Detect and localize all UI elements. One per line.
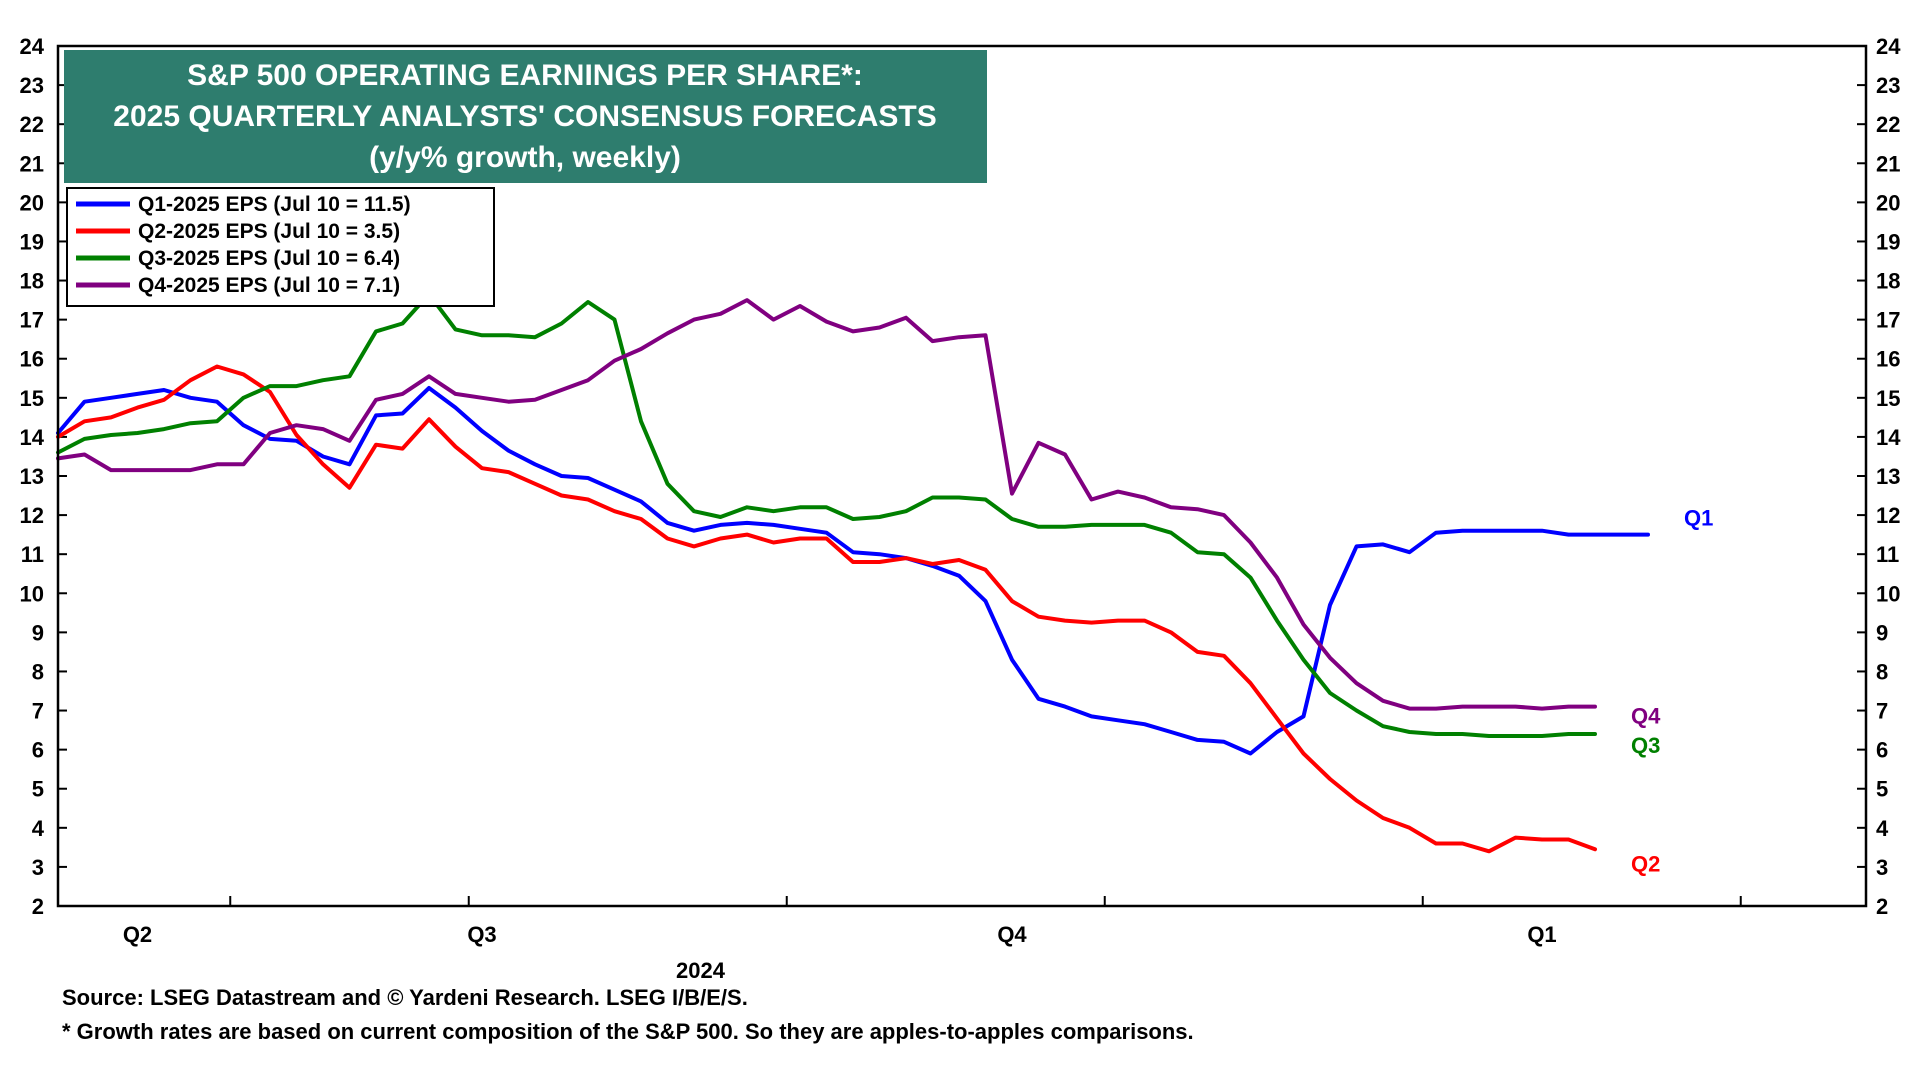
series-layer: [56, 292, 1650, 854]
y-tick-label-left: 4: [32, 816, 45, 841]
title-background: [64, 50, 987, 183]
source-note: Source: LSEG Datastream and © Yardeni Re…: [62, 985, 748, 1010]
end-label-q4: Q4: [1631, 704, 1661, 729]
y-tick-label-left: 17: [20, 308, 44, 333]
y-tick-label-left: 13: [20, 464, 44, 489]
y-tick-label-left: 11: [21, 542, 44, 567]
title-box: S&P 500 OPERATING EARNINGS PER SHARE*: 2…: [64, 50, 987, 183]
y-tick-label-right: 19: [1876, 229, 1900, 254]
x-axis: Q2Q3Q4Q1Q2Q320242025: [57, 896, 1742, 983]
series-line-q4: [56, 298, 1597, 711]
y-tick-label-left: 20: [20, 190, 44, 215]
plot-area-frame: [56, 44, 1868, 908]
y-tick-label-left: 18: [20, 269, 44, 294]
y-tick-label-right: 16: [1876, 347, 1900, 372]
title-line-1: S&P 500 OPERATING EARNINGS PER SHARE*:: [187, 59, 863, 92]
y-tick-label-right: 17: [1876, 308, 1900, 333]
title-line-3: (y/y% growth, weekly): [369, 141, 681, 174]
end-label-q3: Q3: [1631, 733, 1660, 758]
x-quarter-label: Q2: [123, 922, 152, 947]
y-tick-label-left: 24: [20, 34, 45, 59]
y-tick-label-right: 9: [1876, 620, 1888, 645]
y-tick-label-right: 22: [1876, 112, 1900, 137]
y-tick-label-right: 4: [1876, 816, 1889, 841]
y-tick-label-right: 14: [1876, 425, 1901, 450]
y-tick-label-right: 15: [1876, 386, 1900, 411]
series-line-q1: [56, 386, 1650, 756]
y-tick-label-right: 12: [1876, 503, 1900, 528]
y-tick-label-right: 7: [1876, 699, 1888, 724]
legend-label-q4: Q4-2025 EPS (Jul 10 = 7.1): [138, 274, 400, 297]
y-tick-label-left: 15: [20, 386, 44, 411]
y-tick-label-left: 3: [32, 855, 44, 880]
x-quarter-label: Q4: [997, 922, 1027, 947]
series-line-q3: [56, 292, 1597, 738]
legend: Q1-2025 EPS (Jul 10 = 11.5) Q2-2025 EPS …: [66, 187, 495, 307]
y-tick-label-right: 20: [1876, 190, 1900, 215]
y-tick-label-right: 2: [1876, 894, 1888, 919]
y-tick-label-left: 5: [32, 777, 44, 802]
series-line-q2: [56, 364, 1597, 854]
title-line-2: 2025 QUARTERLY ANALYSTS' CONSENSUS FOREC…: [113, 100, 936, 133]
y-tick-label-left: 2: [32, 894, 44, 919]
y-tick-label-left: 6: [32, 738, 44, 763]
y-tick-label-left: 19: [20, 229, 44, 254]
legend-label-q1: Q1-2025 EPS (Jul 10 = 11.5): [138, 193, 411, 216]
y-tick-label-left: 8: [32, 659, 44, 684]
y-tick-label-right: 5: [1876, 777, 1888, 802]
series-end-labels: Q1 Q2 Q3 Q4: [1631, 506, 1713, 877]
y-tick-label-right: 6: [1876, 738, 1888, 763]
y-tick-label-right: 24: [1876, 34, 1901, 59]
x-quarter-label: Q3: [467, 922, 496, 947]
methodology-note: * Growth rates are based on current comp…: [62, 1019, 1194, 1044]
y-tick-label-left: 22: [20, 112, 44, 137]
y-tick-label-left: 14: [20, 425, 45, 450]
x-year-label: 2024: [676, 958, 726, 983]
legend-label-q3: Q3-2025 EPS (Jul 10 = 6.4): [138, 247, 400, 270]
y-tick-label-right: 18: [1876, 269, 1900, 294]
y-tick-label-right: 23: [1876, 73, 1900, 98]
y-tick-label-left: 16: [20, 347, 44, 372]
end-label-q1: Q1: [1684, 506, 1713, 531]
y-tick-label-right: 3: [1876, 855, 1888, 880]
y-tick-label-left: 7: [32, 699, 44, 724]
y-tick-label-left: 10: [20, 581, 44, 606]
y-tick-label-right: 8: [1876, 659, 1888, 684]
y-tick-label-right: 11: [1876, 542, 1899, 567]
legend-box: [66, 187, 495, 307]
y-tick-label-right: 21: [1876, 151, 1900, 176]
y-tick-label-left: 12: [20, 503, 44, 528]
y-tick-label-right: 10: [1876, 581, 1900, 606]
legend-label-q2: Q2-2025 EPS (Jul 10 = 3.5): [138, 220, 400, 243]
x-quarter-label: Q1: [1527, 922, 1556, 947]
y-tick-label-right: 13: [1876, 464, 1900, 489]
y-tick-label-left: 23: [20, 73, 44, 98]
y-tick-label-left: 21: [20, 151, 44, 176]
y-tick-label-left: 9: [32, 620, 44, 645]
end-label-q2: Q2: [1631, 851, 1660, 876]
